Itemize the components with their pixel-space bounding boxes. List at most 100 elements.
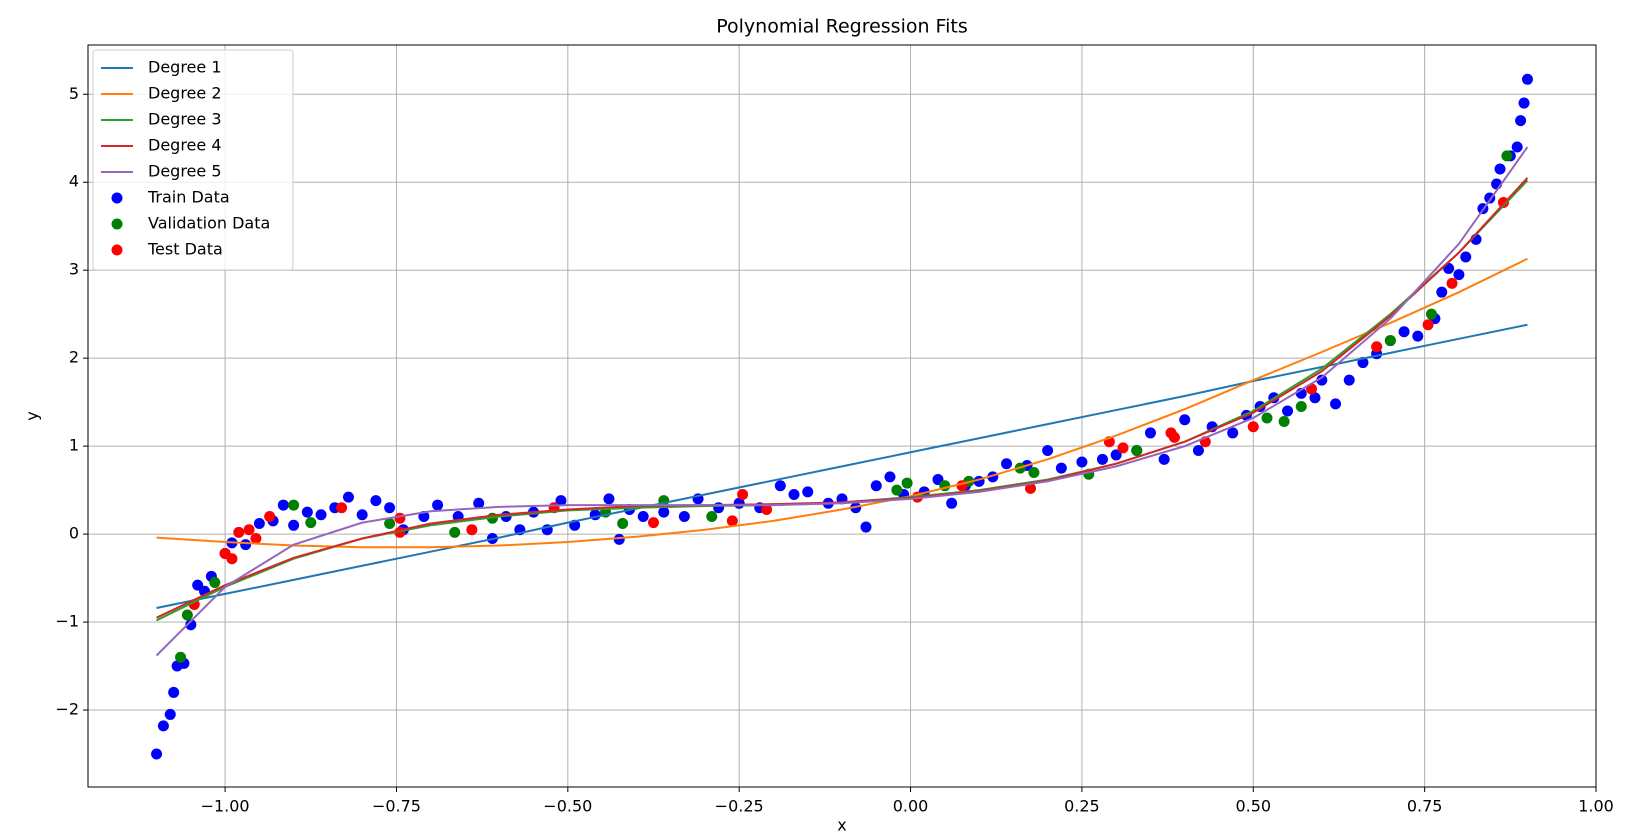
data-point — [946, 497, 958, 509]
data-point — [706, 511, 718, 523]
data-point — [1371, 341, 1383, 353]
y-tick-label: 1 — [69, 436, 79, 455]
legend-swatch — [111, 244, 123, 256]
data-point — [1316, 374, 1328, 386]
legend-label: Degree 1 — [148, 58, 222, 77]
legend: Degree 1 Degree 2 Degree 3 Degree 4 Degree 5… — [92, 49, 294, 271]
x-tick-label: −0.50 — [543, 797, 592, 816]
data-point — [473, 497, 485, 509]
legend-label: Validation Data — [148, 214, 270, 233]
data-point — [233, 526, 245, 538]
data-point — [1330, 398, 1342, 410]
data-point — [870, 480, 882, 492]
data-point — [1511, 141, 1523, 153]
data-point — [901, 477, 913, 489]
data-point — [175, 651, 187, 663]
y-tick-label: 5 — [69, 84, 79, 103]
data-point — [1453, 269, 1465, 281]
data-point — [1295, 401, 1307, 413]
data-point — [1168, 431, 1180, 443]
data-point — [432, 499, 444, 511]
data-point — [1076, 456, 1088, 468]
data-point — [250, 532, 262, 544]
y-axis-label: y — [23, 411, 42, 420]
data-point — [157, 720, 169, 732]
data-point — [1282, 405, 1294, 417]
data-point — [342, 491, 354, 503]
fit-line — [156, 177, 1529, 619]
data-point — [168, 686, 180, 698]
data-point — [288, 499, 300, 511]
data-point — [151, 748, 163, 760]
y-tick-label: 0 — [69, 524, 79, 543]
y-tick-label: −1 — [55, 612, 79, 631]
legend-swatch — [111, 218, 123, 230]
data-point — [1422, 319, 1434, 331]
y-tick-label: 3 — [69, 260, 79, 279]
y-tick-label: 2 — [69, 348, 79, 367]
data-point — [603, 493, 615, 505]
data-point — [761, 503, 773, 515]
data-point — [240, 539, 252, 551]
data-point — [1158, 453, 1170, 465]
data-point — [1131, 445, 1143, 457]
data-point — [1261, 412, 1273, 424]
x-tick-label: 0.75 — [1407, 797, 1443, 816]
data-point — [185, 619, 197, 631]
data-point — [1001, 458, 1013, 470]
data-point — [1501, 150, 1513, 162]
legend-label: Test Data — [147, 240, 223, 259]
data-point — [336, 502, 348, 514]
data-point — [774, 480, 786, 492]
data-point — [1412, 330, 1424, 342]
data-point — [1042, 445, 1054, 457]
legend-label: Degree 4 — [148, 136, 222, 155]
legend-box — [92, 49, 294, 271]
data-point — [449, 526, 461, 538]
data-point — [356, 509, 368, 521]
data-point — [1425, 308, 1437, 320]
x-tick-label: −1.00 — [201, 797, 250, 816]
data-point — [288, 519, 300, 531]
plot-frame — [87, 44, 1597, 788]
x-tick-label: 1.00 — [1578, 797, 1614, 816]
data-point — [1144, 427, 1156, 439]
data-point — [226, 553, 238, 565]
data-point — [1179, 414, 1191, 426]
data-point — [648, 517, 659, 529]
fit-line — [155, 146, 1529, 657]
data-point — [264, 511, 276, 523]
data-point — [802, 486, 814, 498]
data-point — [1028, 467, 1040, 479]
data-point — [788, 489, 800, 501]
data-point — [315, 509, 327, 521]
data-point — [726, 515, 738, 527]
y-tick-label: −2 — [55, 700, 79, 719]
data-point — [1518, 97, 1530, 109]
data-point — [891, 484, 903, 496]
fit-line — [156, 323, 1528, 609]
data-point — [617, 518, 629, 530]
data-point — [555, 495, 567, 507]
x-tick-label: 0.50 — [1235, 797, 1271, 816]
x-tick-label: 0.00 — [893, 797, 929, 816]
data-point — [181, 609, 193, 621]
data-point — [1521, 73, 1533, 85]
plot-area — [151, 73, 1533, 760]
data-point — [613, 533, 625, 545]
data-point — [1494, 163, 1506, 175]
data-point — [1398, 326, 1410, 338]
x-axis-label: x — [837, 816, 846, 835]
data-point — [884, 471, 896, 483]
data-point — [1192, 445, 1204, 457]
data-point — [1384, 335, 1396, 347]
data-point — [394, 512, 406, 524]
data-point — [253, 518, 265, 530]
data-point — [209, 576, 221, 588]
legend-label: Degree 5 — [148, 162, 222, 181]
data-point — [1117, 442, 1129, 454]
data-point — [164, 708, 176, 720]
fit-line — [156, 257, 1528, 549]
